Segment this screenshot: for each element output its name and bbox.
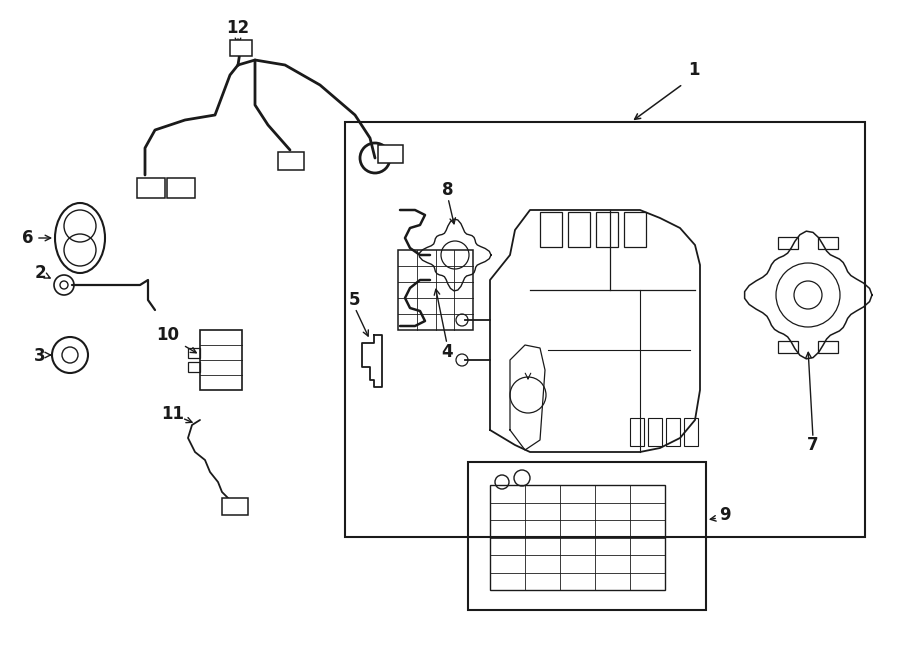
Text: 11: 11 <box>161 405 184 423</box>
Text: 6: 6 <box>22 229 34 247</box>
Bar <box>230 40 252 56</box>
Bar <box>490 485 665 590</box>
Bar <box>188 348 200 358</box>
Bar <box>568 212 590 247</box>
Text: 12: 12 <box>227 19 249 37</box>
Text: 8: 8 <box>442 181 454 199</box>
Bar <box>666 418 680 446</box>
Bar <box>596 212 618 247</box>
Text: 9: 9 <box>719 506 731 524</box>
Bar <box>222 498 248 515</box>
Bar <box>540 212 562 247</box>
Bar <box>684 418 698 446</box>
Text: 2: 2 <box>34 264 46 282</box>
Text: 10: 10 <box>157 326 179 344</box>
Bar <box>345 122 865 537</box>
Text: 7: 7 <box>807 436 819 454</box>
Bar <box>818 341 838 353</box>
Bar <box>778 341 798 353</box>
Bar <box>200 330 242 390</box>
Bar <box>167 178 195 198</box>
Bar <box>630 418 644 446</box>
Bar <box>778 237 798 249</box>
Bar <box>398 250 473 330</box>
Bar <box>468 462 706 610</box>
Bar <box>188 362 200 372</box>
Bar <box>378 145 403 163</box>
Bar <box>648 418 662 446</box>
Text: 1: 1 <box>688 61 699 79</box>
Text: 4: 4 <box>441 343 453 361</box>
Bar <box>624 212 646 247</box>
Bar <box>818 237 838 249</box>
Text: 5: 5 <box>349 291 361 309</box>
Bar <box>137 178 165 198</box>
Bar <box>278 152 304 170</box>
Text: 3: 3 <box>34 347 46 365</box>
